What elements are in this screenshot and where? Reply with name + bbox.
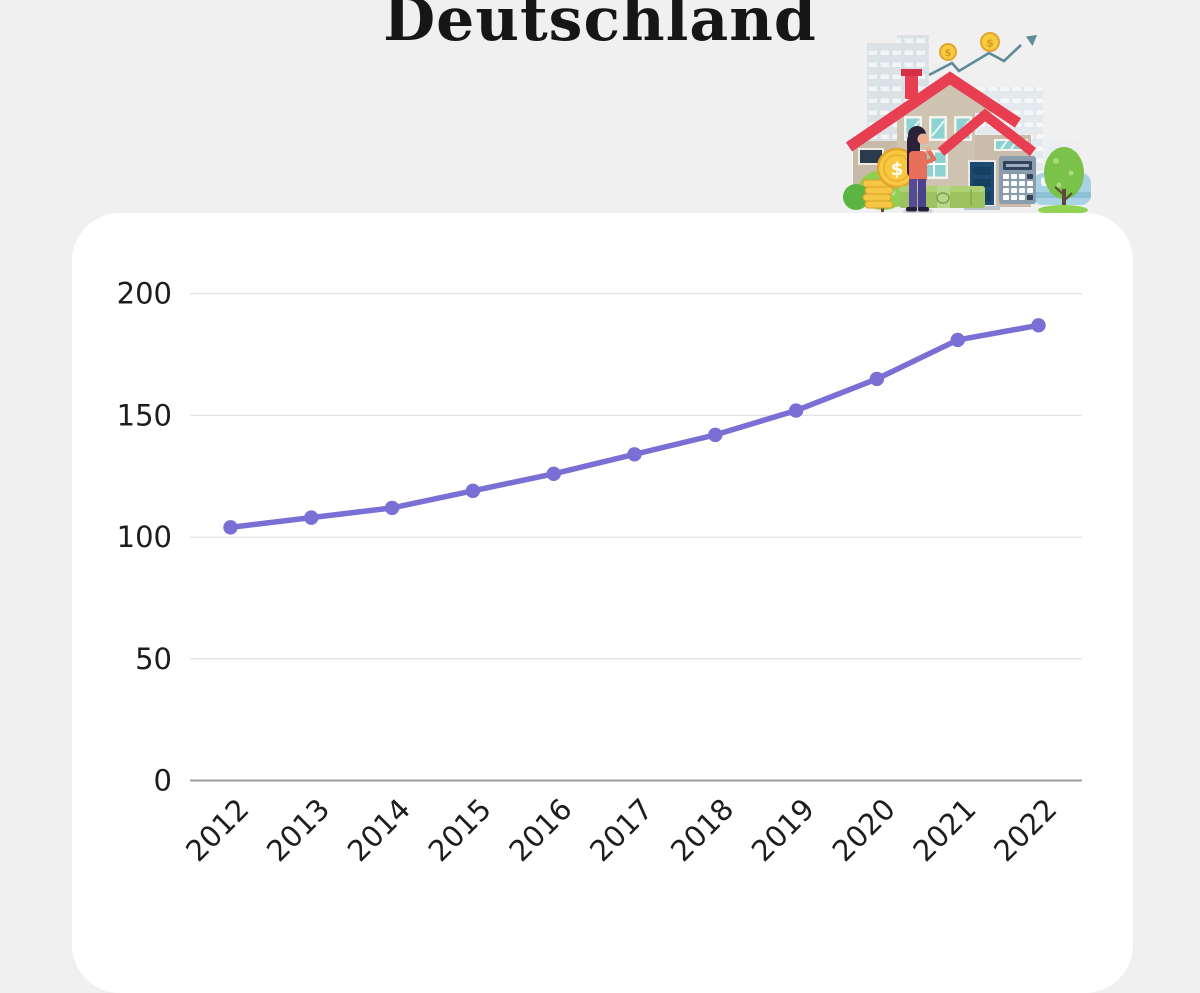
line-chart: 0 50 100 150 200 2012 2013 2014 2015 2016 2017 2018…: [117, 277, 1082, 868]
data-point: [869, 371, 885, 387]
x-tick-label: 2017: [583, 792, 659, 868]
series-line: [227, 322, 1042, 531]
data-point: [223, 520, 238, 535]
y-tick-label: 50: [135, 642, 172, 676]
x-tick-label: 2015: [422, 792, 498, 868]
data-point: [1031, 318, 1046, 333]
svg-text:$: $: [891, 159, 904, 180]
calculator-icon: [999, 156, 1036, 204]
y-tick-label: 100: [117, 520, 172, 554]
page-title: Deutschland: [383, 0, 817, 55]
x-tick-label: 2013: [260, 792, 336, 868]
y-tick-label: 0: [154, 764, 172, 798]
coin-stack-icon: [862, 179, 894, 209]
data-point: [788, 403, 804, 418]
woman-figure: [903, 126, 937, 215]
x-tick-label: 2016: [502, 792, 578, 868]
x-tick-label: 2021: [906, 792, 982, 868]
dollar-coin-icon: $: [939, 43, 957, 61]
tree-icon: [1038, 147, 1088, 215]
data-point: [546, 466, 561, 482]
x-tick-label: 2018: [664, 792, 740, 868]
data-point: [950, 332, 965, 348]
x-tick-label: 2012: [179, 792, 255, 868]
x-tick-label: 2020: [826, 792, 902, 868]
y-tick-label: 200: [117, 277, 172, 311]
dollar-coin-icon: $: [980, 32, 1000, 52]
house-price-illustration: $ $: [843, 32, 1091, 215]
data-point: [384, 500, 400, 516]
x-tick-label: 2019: [745, 792, 821, 868]
svg-text:$: $: [986, 37, 994, 50]
svg-text:$: $: [945, 48, 952, 59]
window-icon: [929, 116, 947, 141]
data-point: [708, 427, 723, 443]
y-tick-label: 150: [117, 398, 172, 432]
x-tick-label: 2022: [987, 792, 1063, 868]
x-tick-label: 2014: [341, 792, 417, 868]
data-point: [465, 483, 481, 499]
growth-arrow-icon: [928, 35, 1037, 77]
data-point: [304, 510, 319, 525]
chart-card: 0 50 100 150 200 2012 2013 2014 2015 2016 2017 2018…: [72, 213, 1133, 993]
data-point: [627, 447, 642, 462]
